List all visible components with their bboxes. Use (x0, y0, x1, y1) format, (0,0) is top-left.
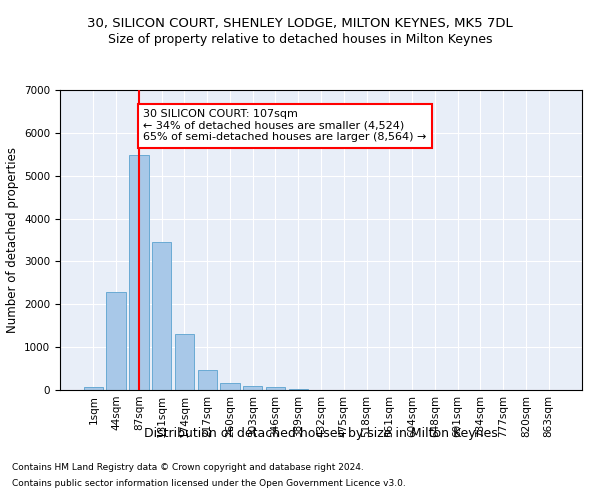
Text: Contains public sector information licensed under the Open Government Licence v3: Contains public sector information licen… (12, 478, 406, 488)
Bar (152, 242, 172, 390)
Bar (106, 292, 126, 390)
Bar (243, 386, 262, 390)
Bar (84, 386, 103, 390)
Bar (220, 384, 239, 390)
Text: 30 SILICON COURT: 107sqm
← 34% of detached houses are smaller (4,524)
65% of sem: 30 SILICON COURT: 107sqm ← 34% of detach… (143, 110, 427, 142)
Bar (129, 155, 149, 390)
Text: Distribution of detached houses by size in Milton Keynes: Distribution of detached houses by size … (144, 428, 498, 440)
Bar (175, 334, 194, 390)
Bar (266, 387, 285, 390)
Bar (289, 388, 308, 390)
Text: Contains HM Land Registry data © Crown copyright and database right 2024.: Contains HM Land Registry data © Crown c… (12, 464, 364, 472)
Bar (197, 370, 217, 390)
Y-axis label: Number of detached properties: Number of detached properties (5, 147, 19, 333)
Text: Size of property relative to detached houses in Milton Keynes: Size of property relative to detached ho… (108, 32, 492, 46)
Text: 30, SILICON COURT, SHENLEY LODGE, MILTON KEYNES, MK5 7DL: 30, SILICON COURT, SHENLEY LODGE, MILTON… (87, 18, 513, 30)
